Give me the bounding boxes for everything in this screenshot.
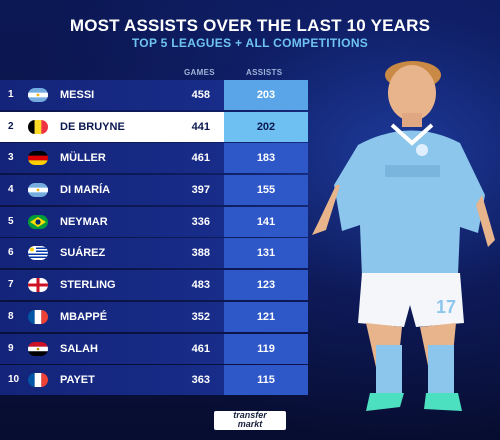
games-value: 441 [191,120,210,133]
assists-value: 141 [224,206,308,237]
belgium-flag-icon [28,119,48,134]
player-name: DE BRUYNE [60,120,125,133]
argentina-flag-icon [28,88,48,102]
player-name: PAYET [60,374,95,387]
logo-line-2: markt [237,419,263,429]
assists-value: 121 [224,301,308,332]
assists-value: 115 [224,365,308,396]
brazil-flag-icon [28,214,48,229]
rank-number: 6 [8,247,14,259]
rank-number: 8 [8,310,14,322]
assists-value: 123 [224,270,308,301]
assists-column-header: ASSISTS [246,68,283,77]
table-row: 7 STERLING 483 123 [0,270,308,301]
uruguay-flag-icon [28,246,48,261]
rank-number: 10 [8,374,20,386]
assists-value: 119 [224,333,308,364]
england-flag-icon [28,278,48,293]
page-title: MOST ASSISTS OVER THE LAST 10 YEARS [69,16,431,35]
games-value: 461 [191,152,210,165]
assists-table: 1 MESSI 458 203 2 DE BRUYNE 441 202 3 MÜLLER 461 18… [0,80,308,397]
table-row: 1 MESSI 458 203 [0,80,308,110]
games-value: 461 [191,342,210,355]
rank-number: 4 [8,184,14,196]
assists-value: 155 [224,175,308,206]
player-name: DI MARÍA [60,184,111,197]
games-value: 397 [191,184,210,197]
table-row: 4 DI MARÍA 397 155 [0,175,308,206]
assists-value: 203 [224,80,308,110]
logo-line-1: transfer [233,410,267,420]
assists-value: 131 [224,238,308,269]
table-row: 10 PAYET 363 115 [0,365,308,396]
table-row: 3 MÜLLER 461 183 [0,143,308,174]
argentina-flag-icon [28,183,48,198]
player-name: NEYMAR [60,215,108,228]
rank-number: 7 [8,279,14,291]
france-flag-icon [28,373,48,388]
page-subtitle: TOP 5 LEAGUES + ALL COMPETITIONS [131,36,369,50]
table-row: 6 SUÁREZ 388 131 [0,238,308,269]
rank-number: 2 [8,120,14,132]
assists-value: 202 [224,111,308,142]
france-flag-icon [28,309,48,324]
svg-text:17: 17 [436,297,456,317]
games-value: 352 [191,310,210,323]
player-photo: 17 [312,61,495,411]
player-name: SUÁREZ [60,247,106,260]
player-name: MÜLLER [60,152,106,165]
player-name: MBAPPÉ [60,310,108,323]
egypt-flag-icon [28,341,48,356]
games-value: 483 [191,279,210,292]
games-value: 458 [191,89,210,101]
rank-number: 1 [8,89,14,100]
games-value: 363 [191,374,210,387]
table-row: 8 MBAPPÉ 352 121 [0,301,308,332]
transfermarkt-logo: transfer markt [214,411,286,430]
rank-number: 9 [8,342,14,354]
table-row: 9 SALAH 461 119 [0,333,308,364]
germany-flag-icon [28,151,48,166]
table-row: 5 NEYMAR 336 141 [0,206,308,237]
player-name: MESSI [60,89,95,101]
games-value: 388 [191,247,210,260]
player-name: SALAH [60,342,98,355]
assists-value: 183 [224,143,308,174]
games-column-header: GAMES [184,68,215,77]
games-value: 336 [191,215,210,228]
rank-number: 3 [8,152,14,164]
player-name: STERLING [60,279,116,292]
rank-number: 5 [8,215,14,227]
table-row: 2 DE BRUYNE 441 202 [0,111,308,142]
